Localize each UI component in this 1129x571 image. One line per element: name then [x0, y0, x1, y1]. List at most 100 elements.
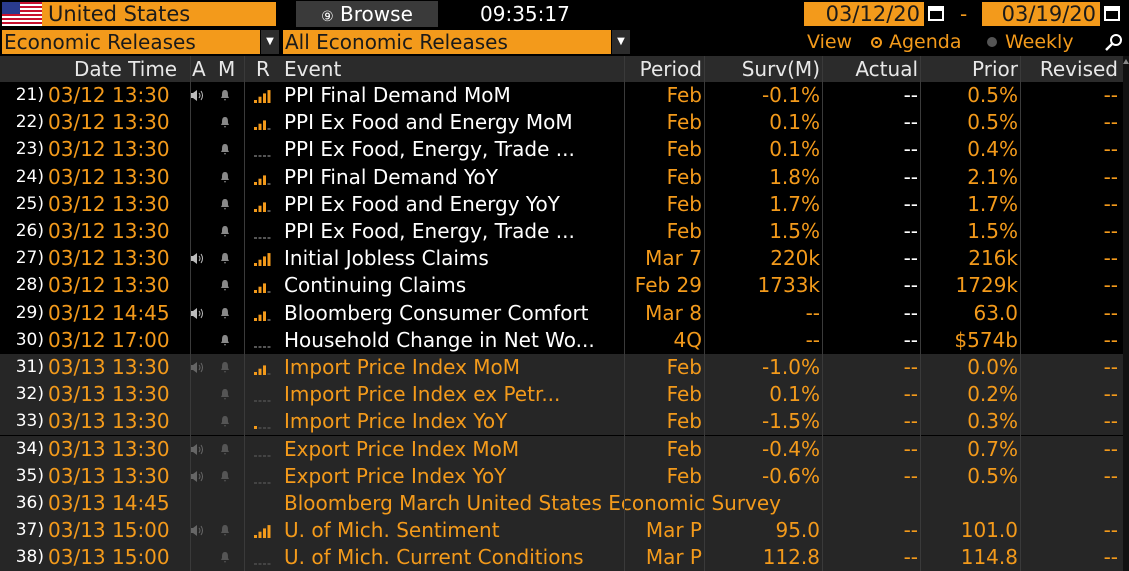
speaker-icon[interactable]	[190, 525, 204, 537]
bell-icon[interactable]	[220, 252, 230, 265]
table-row[interactable]: 38) 03/13 15:00 U. of Mich. Current Condit…	[0, 544, 1129, 571]
event-name[interactable]: U. of Mich. Current Conditions	[284, 545, 584, 570]
table-row[interactable]: 32) 03/13 13:30 Import Price Index ex Petr…	[0, 381, 1129, 409]
scrollbar[interactable]	[1123, 56, 1129, 571]
table-row[interactable]: 21) 03/12 13:30 PPI Final Demand MoM Feb -0.…	[0, 82, 1129, 109]
survey-value: --	[805, 300, 820, 325]
speaker-icon[interactable]	[190, 90, 204, 101]
period-value: Mar P	[645, 545, 702, 570]
calendar-icon[interactable]	[928, 4, 944, 22]
event-name[interactable]: U. of Mich. Sentiment	[284, 518, 500, 543]
event-name[interactable]: Export Price Index YoY	[284, 463, 507, 488]
bell-icon[interactable]	[220, 143, 230, 156]
table-row[interactable]: 35) 03/13 13:30 Export Price Index YoY Feb -…	[0, 462, 1129, 490]
period-value: Mar 8	[645, 300, 702, 325]
event-name[interactable]: PPI Ex Food, Energy, Trade ...	[284, 219, 575, 243]
table-row[interactable]: 27) 03/12 13:30 Initial Jobless Claims Mar …	[0, 245, 1129, 272]
survey-value: 0.1%	[769, 137, 820, 162]
bell-icon[interactable]	[220, 116, 230, 129]
event-name[interactable]: PPI Final Demand MoM	[284, 83, 511, 107]
search-icon[interactable]	[1103, 31, 1125, 53]
bell-icon[interactable]	[220, 198, 230, 210]
event-name[interactable]: Continuing Claims	[284, 273, 467, 298]
event-name[interactable]: Export Price Index MoM	[284, 436, 520, 461]
table-row[interactable]: 30) 03/12 17:00 Household Change in Net Wo…	[0, 327, 1129, 354]
speaker-icon[interactable]	[190, 362, 204, 373]
event-name[interactable]: PPI Ex Food, Energy, Trade ...	[284, 137, 575, 162]
col-datetime[interactable]: Date Time	[74, 57, 178, 81]
event-name[interactable]: Import Price Index ex Petr...	[284, 382, 561, 407]
row-number: 38)	[15, 547, 44, 568]
col-survey[interactable]: Surv(M)	[741, 57, 820, 81]
agenda-label[interactable]: Agenda	[889, 31, 962, 53]
col-event[interactable]: Event	[284, 57, 342, 81]
period-value: Feb	[666, 436, 702, 461]
bell-icon[interactable]	[220, 225, 230, 237]
event-name[interactable]: Import Price Index MoM	[284, 355, 521, 379]
agenda-radio[interactable]	[871, 37, 882, 48]
table-row[interactable]: 37) 03/13 15:00 U. of Mich. Sentiment Mar P…	[0, 517, 1129, 545]
speaker-icon[interactable]	[190, 307, 204, 319]
browse-button[interactable]: ⑨ Browse	[296, 1, 438, 27]
speaker-icon[interactable]	[190, 443, 204, 455]
col-alert[interactable]: A	[192, 57, 206, 81]
subcategory-dropdown[interactable]: All Economic Releases	[283, 30, 611, 54]
bell-icon[interactable]	[220, 307, 230, 319]
actual-value: --	[903, 409, 918, 434]
col-monitor[interactable]: M	[218, 57, 236, 81]
table-row[interactable]: 29) 03/12 14:45 Bloomberg Consumer Comfort…	[0, 300, 1129, 327]
event-name[interactable]: PPI Ex Food and Energy MoM	[284, 110, 573, 135]
table-row[interactable]: 24) 03/12 13:30 PPI Final Demand YoY Feb 1.8…	[0, 164, 1129, 191]
event-name[interactable]: Initial Jobless Claims	[284, 246, 489, 271]
relevance-bars-icon	[254, 174, 271, 185]
table-row[interactable]: 33) 03/13 13:30 Import Price Index YoY Feb -…	[0, 408, 1129, 436]
table-row[interactable]: 26) 03/12 13:30 PPI Ex Food, Energy, Trade…	[0, 218, 1129, 245]
bell-icon[interactable]	[220, 279, 230, 292]
bell-icon[interactable]	[220, 171, 230, 183]
category-dropdown[interactable]: Economic Releases	[2, 30, 260, 54]
bell-icon[interactable]	[220, 361, 230, 373]
speaker-icon[interactable]	[190, 470, 204, 482]
calendar-icon[interactable]	[1104, 4, 1120, 22]
bell-icon[interactable]	[220, 89, 230, 101]
country-selector[interactable]: United States	[42, 2, 276, 26]
scroll-up-icon[interactable]	[1123, 58, 1129, 66]
event-name[interactable]: Bloomberg Consumer Comfort	[284, 300, 589, 325]
relevance-bars-icon	[254, 525, 271, 539]
actual-value: --	[903, 545, 918, 570]
bell-icon[interactable]	[220, 443, 230, 455]
col-revised[interactable]: Revised	[1039, 57, 1118, 81]
table-row[interactable]: 23) 03/12 13:30 PPI Ex Food, Energy, Trade…	[0, 136, 1129, 163]
dropdown-arrow-icon[interactable]: ▼	[261, 30, 279, 54]
table-row[interactable]: 36) 03/13 14:45 Bloomberg March United Sta…	[0, 490, 1129, 517]
col-prior[interactable]: Prior	[972, 57, 1018, 81]
row-number: 24)	[15, 166, 44, 187]
speaker-icon[interactable]	[190, 253, 204, 265]
table-row[interactable]: 22) 03/12 13:30 PPI Ex Food and Energy MoM…	[0, 109, 1129, 136]
table-row[interactable]: 25) 03/12 13:30 PPI Ex Food and Energy YoY…	[0, 191, 1129, 218]
bell-icon[interactable]	[220, 470, 230, 482]
end-date-input[interactable]: 03/19/20	[982, 2, 1100, 26]
weekly-label[interactable]: Weekly	[1005, 31, 1074, 53]
event-name[interactable]: Household Change in Net Wo...	[284, 327, 595, 352]
release-datetime: 03/12 14:45	[48, 300, 170, 325]
table-row[interactable]: 34) 03/13 13:30 Export Price Index MoM Feb -…	[0, 435, 1129, 463]
event-name[interactable]: Import Price Index YoY	[284, 409, 508, 434]
start-date-input[interactable]: 03/12/20	[804, 2, 924, 26]
bell-icon[interactable]	[220, 415, 230, 428]
col-relevance[interactable]: R	[256, 57, 270, 81]
weekly-radio[interactable]	[987, 37, 997, 47]
bell-icon[interactable]	[220, 334, 230, 346]
bell-icon[interactable]	[220, 524, 230, 537]
col-period[interactable]: Period	[639, 57, 702, 81]
bell-icon[interactable]	[220, 388, 230, 401]
dropdown-arrow-icon[interactable]: ▼	[612, 30, 630, 54]
event-name[interactable]: Bloomberg March United States Economic S…	[284, 491, 782, 515]
bell-icon[interactable]	[220, 551, 230, 564]
col-actual[interactable]: Actual	[855, 57, 918, 81]
event-name[interactable]: PPI Ex Food and Energy YoY	[284, 191, 560, 216]
table-row[interactable]: 31) 03/13 13:30 Import Price Index MoM Feb -…	[0, 354, 1129, 381]
table-row[interactable]: 28) 03/12 13:30 Continuing Claims Feb 29 173…	[0, 272, 1129, 299]
event-name[interactable]: PPI Final Demand YoY	[284, 164, 499, 189]
revised-value: --	[1103, 409, 1118, 434]
